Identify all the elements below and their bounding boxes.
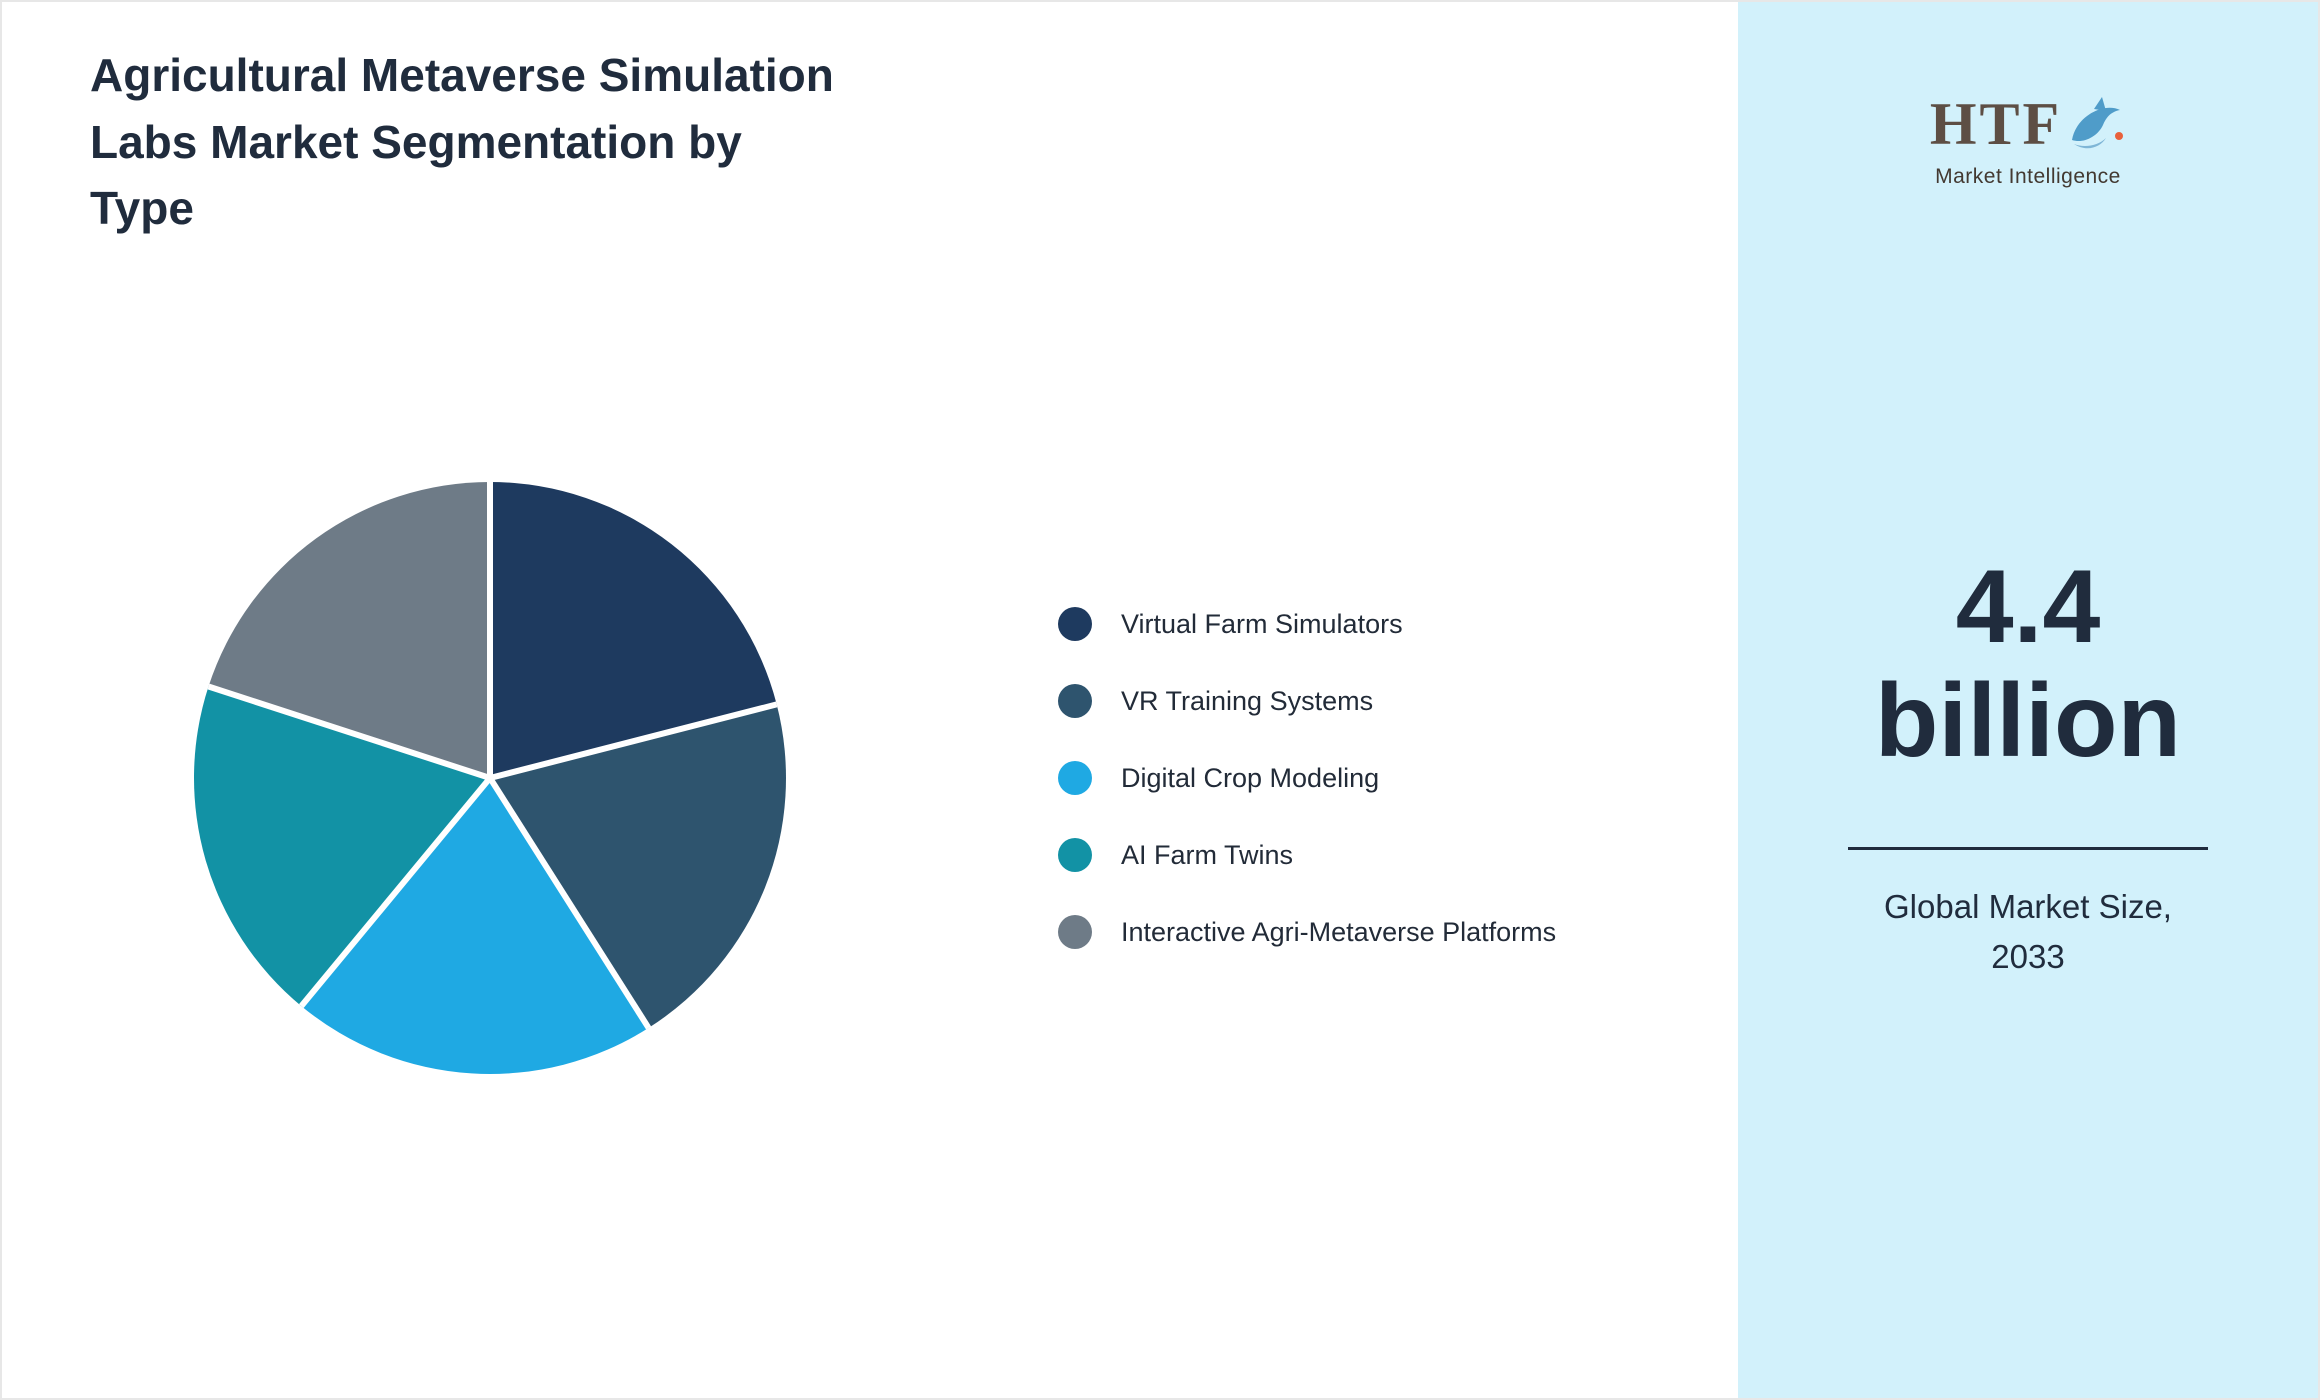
- brand-subtitle: Market Intelligence: [1935, 165, 2121, 188]
- page-title-line-1: Agricultural Metaverse Simulation: [90, 49, 834, 101]
- market-size-caption-line-1: Global Market Size,: [1884, 888, 2172, 925]
- market-size-caption: Global Market Size, 2033: [1738, 882, 2318, 981]
- legend-item-label: VR Training Systems: [1121, 685, 1374, 716]
- pie-slice-1: [490, 482, 777, 778]
- chart-legend: Virtual Farm Simulators VR Training Syst…: [1058, 604, 1556, 952]
- market-size-unit: billion: [1874, 663, 2182, 780]
- legend-item: Digital Crop Modeling: [1058, 758, 1556, 798]
- legend-item-label: AI Farm Twins: [1121, 839, 1294, 870]
- brand-logo: HTF Market Intelligence: [1738, 94, 2318, 189]
- legend-item: Virtual Farm Simulators: [1058, 604, 1556, 644]
- legend-color-dot: [1058, 607, 1092, 641]
- dolphin-logo-icon: [2064, 94, 2126, 161]
- market-size-value: 4.4 billion: [1738, 550, 2318, 779]
- legend-item: AI Farm Twins: [1058, 835, 1556, 875]
- page-title: Agricultural Metaverse Simulation Labs M…: [90, 42, 1050, 242]
- pie-slice-3: [301, 778, 649, 1074]
- pie-slice-5: [208, 482, 491, 778]
- htf-logo-text: HTF: [1929, 91, 2063, 157]
- side-panel: HTF Market Intelligence 4.4 billion Glob…: [1738, 2, 2318, 1398]
- page-title-line-2: Labs Market Segmentation by: [90, 115, 742, 168]
- divider-line: [1848, 847, 2208, 850]
- pie-slice-divider: [489, 701, 778, 781]
- legend-item-label: Interactive Agri-Metaverse Platforms: [1121, 916, 1557, 947]
- pie-slice-4: [194, 686, 490, 1007]
- legend-color-dot: [1058, 838, 1092, 872]
- pie-slice-divider: [487, 776, 652, 1030]
- pie-chart: [186, 474, 794, 1082]
- legend-item-label: Virtual Farm Simulators: [1121, 608, 1403, 639]
- legend-color-dot: [1058, 915, 1092, 949]
- legend-color-dot: [1058, 761, 1092, 795]
- page-title-line-3: Type: [90, 182, 194, 235]
- legend-item: VR Training Systems: [1058, 681, 1556, 721]
- market-size-number: 4.4: [1955, 549, 2101, 665]
- pie-slice-2: [490, 704, 786, 1028]
- pie-chart-svg: [194, 482, 786, 1074]
- legend-item: Interactive Agri-Metaverse Platforms: [1058, 912, 1556, 952]
- pie-slice-divider: [207, 683, 491, 781]
- legend-item-label: Digital Crop Modeling: [1121, 762, 1380, 793]
- pie-slice-divider: [299, 776, 493, 1008]
- legend-color-dot: [1058, 684, 1092, 718]
- chart-section: Agricultural Metaverse Simulation Labs M…: [2, 2, 1742, 1398]
- market-size-caption-line-2: 2033: [1991, 937, 2065, 975]
- brand-logo-row: HTF: [1930, 94, 2126, 161]
